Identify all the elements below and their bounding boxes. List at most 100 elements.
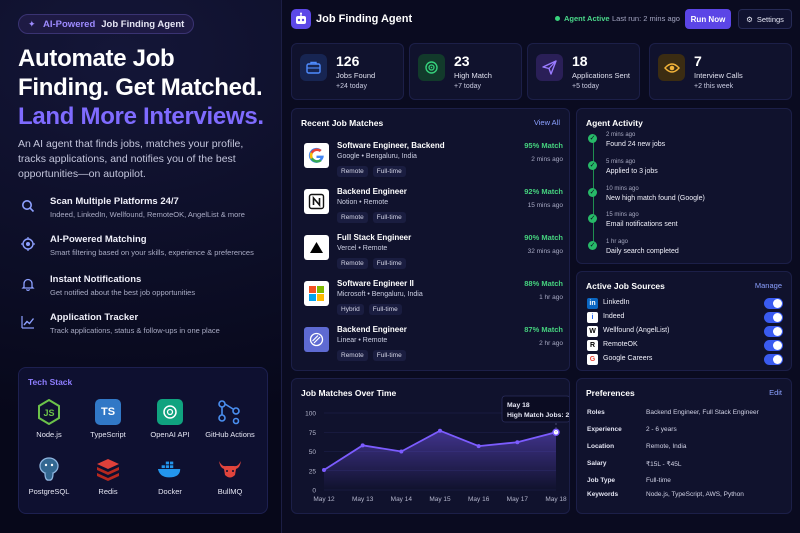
badge-highlight: AI-Powered: [43, 18, 96, 30]
card-title: Active Job Sources: [586, 281, 665, 291]
job-item[interactable]: Software Engineer, Backend Google • Beng…: [301, 139, 563, 185]
edit-link[interactable]: Edit: [769, 388, 782, 397]
feature-desc: Smart filtering based on your skills, ex…: [50, 248, 254, 257]
bull-icon: [217, 456, 243, 482]
activity-time: 5 mins ago: [606, 159, 636, 165]
pref-row: Roles Backend Engineer, Full Stack Engine…: [587, 409, 787, 423]
indeed-icon: i: [587, 312, 598, 323]
badge-text: Job Finding Agent: [101, 18, 185, 30]
job-item[interactable]: Backend Engineer Notion • Remote Remote F…: [301, 185, 563, 231]
pref-value: Backend Engineer, Full Stack Engineer: [646, 409, 759, 416]
x-tick-label: May 16: [468, 496, 490, 503]
source-toggle[interactable]: [764, 354, 783, 365]
job-company: Vercel • Remote: [337, 245, 388, 252]
stat-label: High Match: [454, 71, 492, 80]
stat-sub: +24 today: [336, 83, 367, 90]
settings-button[interactable]: ⚙ Settings: [738, 9, 792, 29]
data-point: [515, 440, 520, 445]
pref-value: Full-time: [646, 477, 671, 484]
redis-icon: [95, 456, 121, 482]
job-matches-chart-card: Job Matches Over Time 0 25 50 75 100 May 12 Ma…: [291, 378, 570, 514]
job-title: Backend Engineer: [337, 325, 407, 334]
tech-postgresql: PostgreSQL: [19, 456, 79, 496]
job-company: Google • Bengaluru, India: [337, 153, 417, 160]
tech-redis: Redis: [78, 456, 138, 496]
hero-headline: Automate Job Finding. Get Matched. Land …: [18, 44, 278, 131]
source-toggle[interactable]: [764, 340, 783, 351]
job-tag: Full-time: [372, 350, 406, 361]
y-tick-label: 100: [305, 411, 316, 418]
activity-time: 10 mins ago: [606, 186, 639, 192]
job-tag: Full-time: [372, 212, 406, 223]
stat-value: 126: [336, 53, 360, 69]
pref-row: Experience 2 - 6 years: [587, 426, 787, 440]
pref-key: Keywords: [587, 491, 619, 498]
feature-desc: Get notified about the best job opportun…: [50, 288, 196, 297]
feature-title: Instant Notifications: [50, 274, 142, 285]
feature-notifications: Instant Notifications Get notified about …: [18, 274, 278, 297]
feature-title: AI-Powered Matching: [50, 234, 147, 245]
job-time: 1 hr ago: [539, 294, 563, 301]
briefcase-icon: [300, 54, 327, 81]
google-icon: G: [587, 354, 598, 365]
top-bar: Job Finding Agent Agent Active Last run:…: [282, 0, 800, 38]
source-name: Indeed: [603, 313, 625, 320]
activity-time: 1 hr ago: [606, 239, 629, 245]
source-toggle[interactable]: [764, 326, 783, 337]
job-tag: Remote: [337, 212, 368, 223]
recent-job-matches-card: Recent Job Matches View All Software Eng…: [291, 108, 570, 371]
preferences-card: Preferences Edit Roles Backend Engineer, …: [576, 378, 792, 514]
robot-icon: [291, 9, 311, 29]
tech-name: TypeScript: [90, 430, 126, 439]
manage-link[interactable]: Manage: [754, 281, 782, 290]
tech-docker: Docker: [140, 456, 200, 496]
pref-key: Job Type: [587, 477, 616, 484]
agent-status: Agent Active: [555, 14, 610, 23]
activity-time: 15 mins ago: [606, 212, 639, 218]
activity-desc: Found 24 new jobs: [606, 141, 666, 148]
tech-name: GitHub Actions: [205, 430, 255, 439]
job-item[interactable]: Software Engineer II Microsoft • Bengalu…: [301, 277, 563, 323]
source-toggle[interactable]: [764, 298, 783, 309]
last-run-text: Last run: 2 mins ago: [612, 14, 680, 23]
x-tick-label: May 12: [313, 496, 335, 503]
match-percent: 88% Match: [524, 279, 563, 288]
stat-label: Interview Calls: [694, 71, 743, 80]
tech-nodejs: JS Node.js: [19, 399, 79, 439]
stat-high-match: 23 High Match +7 today: [409, 43, 522, 100]
job-item[interactable]: Full Stack Engineer Vercel • Remote Remo…: [301, 231, 563, 277]
source-name: LinkedIn: [603, 299, 630, 306]
match-percent: 92% Match: [524, 187, 563, 196]
openai-icon: [157, 399, 183, 425]
run-now-button[interactable]: Run Now: [685, 9, 731, 29]
job-tag: Hybrid: [337, 304, 364, 315]
job-title: Software Engineer II: [337, 279, 414, 288]
data-point: [476, 444, 481, 449]
stat-jobs-found: 126 Jobs Found +24 today: [291, 43, 404, 100]
hero-line-2: Finding. Get Matched.: [18, 74, 263, 101]
source-name: RemoteOK: [603, 341, 638, 348]
job-tag: Full-time: [372, 166, 406, 177]
pref-row: Keywords Node.js, TypeScript, AWS, Python: [587, 491, 787, 505]
pref-key: Roles: [587, 409, 605, 416]
match-percent: 87% Match: [524, 325, 563, 334]
stat-interview-calls: 7 Interview Calls +2 this week: [649, 43, 792, 100]
job-item[interactable]: Backend Engineer Linear • Remote Remote F…: [301, 323, 563, 369]
bell-icon: [18, 274, 38, 294]
eye-icon: [658, 54, 685, 81]
source-linkedin: in LinkedIn: [587, 298, 783, 310]
linear-logo-icon: [304, 327, 329, 352]
vercel-logo-icon: [304, 235, 329, 260]
tech-name: Docker: [158, 487, 182, 496]
pref-value: Node.js, TypeScript, AWS, Python: [646, 491, 744, 498]
tech-name: Redis: [98, 487, 118, 496]
data-point: [399, 449, 404, 454]
pref-row: Salary ₹15L - ₹45L: [587, 460, 787, 474]
gear-icon: ⚙: [746, 14, 753, 24]
tech-typescript: TS TypeScript: [78, 399, 138, 439]
area-fill: [324, 430, 556, 490]
source-toggle[interactable]: [764, 312, 783, 323]
linkedin-icon: in: [587, 298, 598, 309]
view-all-link[interactable]: View All: [533, 118, 560, 127]
